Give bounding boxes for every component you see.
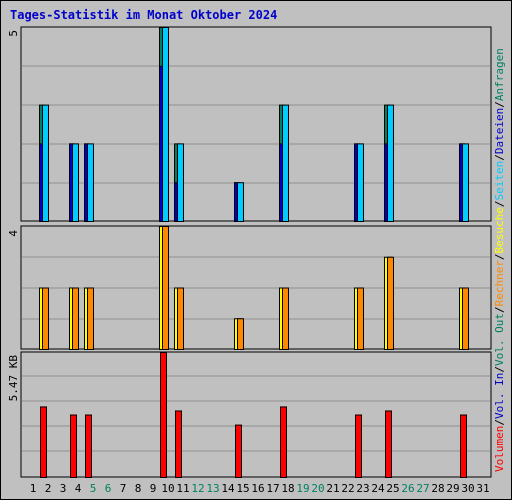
bar-seiten-day-4 <box>72 143 79 222</box>
legend-volumen: Volumen <box>493 426 506 472</box>
x-label-day-27: 27 <box>416 482 429 495</box>
legend-rechner: Rechner <box>493 260 506 307</box>
panel-bottom <box>20 351 492 478</box>
bar-rechner-day-15 <box>237 318 244 350</box>
bar-volumen-day-30 <box>460 414 467 478</box>
x-label-day-19: 19 <box>296 482 309 495</box>
legend-besuche: Besuche <box>493 207 506 253</box>
x-label-day-15: 15 <box>236 482 249 495</box>
legend-dateien: Dateien <box>493 108 506 154</box>
bar-volumen-day-11 <box>175 410 182 478</box>
x-label-day-17: 17 <box>266 482 279 495</box>
x-label-day-12: 12 <box>191 482 204 495</box>
x-label-day-18: 18 <box>281 482 294 495</box>
chart-title: Tages-Statistik im Monat Oktober 2024 <box>10 8 277 22</box>
x-label-day-8: 8 <box>135 482 142 495</box>
right-legend: Volumen/Vol. In/Vol. Out/Rechner/Besuche… <box>493 48 506 472</box>
bar-seiten-day-18 <box>282 104 289 222</box>
bar-rechner-day-11 <box>177 287 184 350</box>
bar-volumen-day-15 <box>235 424 242 479</box>
bar-rechner-day-10 <box>162 226 169 350</box>
legend-vol-in: Vol. In <box>493 373 506 419</box>
bar-seiten-day-25 <box>387 104 394 222</box>
bar-rechner-day-30 <box>462 287 469 350</box>
x-label-day-22: 22 <box>341 482 354 495</box>
x-label-day-11: 11 <box>176 482 189 495</box>
bar-rechner-day-25 <box>387 256 394 350</box>
legend-vol-out: Vol. Out <box>493 313 506 366</box>
bar-volumen-day-10 <box>160 352 167 478</box>
bar-volumen-day-18 <box>280 406 287 478</box>
legend-text: Volumen/Vol. In/Vol. Out/Rechner/Besuche… <box>493 48 506 472</box>
bar-seiten-day-11 <box>177 143 184 222</box>
bar-rechner-day-18 <box>282 287 289 350</box>
bar-seiten-day-23 <box>357 143 364 222</box>
x-label-day-21: 21 <box>326 482 339 495</box>
x-label-day-1: 1 <box>30 482 37 495</box>
legend-separator: / <box>493 253 506 260</box>
x-label-day-9: 9 <box>150 482 157 495</box>
x-label-day-4: 4 <box>75 482 82 495</box>
legend-seiten: Seiten <box>493 161 506 201</box>
x-label-day-3: 3 <box>60 482 67 495</box>
bar-rechner-day-4 <box>72 287 79 350</box>
bar-rechner-day-23 <box>357 287 364 350</box>
legend-anfragen: Anfragen <box>493 48 506 101</box>
x-label-day-13: 13 <box>206 482 219 495</box>
x-label-day-5: 5 <box>90 482 97 495</box>
x-label-day-20: 20 <box>311 482 324 495</box>
bar-volumen-day-23 <box>355 414 362 478</box>
panel-top <box>20 26 492 222</box>
bar-volumen-day-5 <box>85 414 92 478</box>
y-max-label-bottom: 5.47 KB <box>7 355 20 402</box>
x-label-day-23: 23 <box>356 482 369 495</box>
x-label-day-26: 26 <box>401 482 414 495</box>
legend-separator: / <box>493 366 506 373</box>
x-label-day-14: 14 <box>221 482 235 495</box>
x-axis-labels: 1 2 3 4 5 6 7 8 9 10 11 12 13 14 15 16 17 18 19 20 21 22 23 24 2… <box>30 482 490 495</box>
bar-volumen-day-25 <box>385 410 392 478</box>
bar-seiten-day-30 <box>462 143 469 222</box>
legend-separator: / <box>493 200 506 207</box>
bar-volumen-day-4 <box>70 414 77 478</box>
x-label-day-29: 29 <box>446 482 459 495</box>
chart-panels: 5 4 5.47 KB <box>7 26 492 479</box>
bar-seiten-day-2 <box>42 104 49 222</box>
bar-seiten-day-15 <box>237 182 244 222</box>
legend-separator: / <box>493 419 506 426</box>
legend-separator: / <box>493 306 506 313</box>
x-label-day-2: 2 <box>45 482 52 495</box>
legend-separator: / <box>493 101 506 108</box>
bar-seiten-day-10 <box>162 27 169 222</box>
x-label-day-28: 28 <box>431 482 444 495</box>
bar-rechner-day-5 <box>87 287 94 350</box>
x-label-day-25: 25 <box>386 482 399 495</box>
y-max-label-top: 5 <box>7 30 20 37</box>
x-label-day-30: 30 <box>461 482 474 495</box>
bar-volumen-day-2 <box>40 406 47 478</box>
x-label-day-16: 16 <box>251 482 264 495</box>
bar-rechner-day-2 <box>42 287 49 350</box>
x-label-day-6: 6 <box>105 482 112 495</box>
x-label-day-24: 24 <box>371 482 385 495</box>
bar-seiten-day-5 <box>87 143 94 222</box>
x-label-day-10: 10 <box>161 482 174 495</box>
legend-separator: / <box>493 154 506 161</box>
y-max-label-middle: 4 <box>7 230 20 237</box>
x-label-day-31: 31 <box>476 482 489 495</box>
x-label-day-7: 7 <box>120 482 127 495</box>
